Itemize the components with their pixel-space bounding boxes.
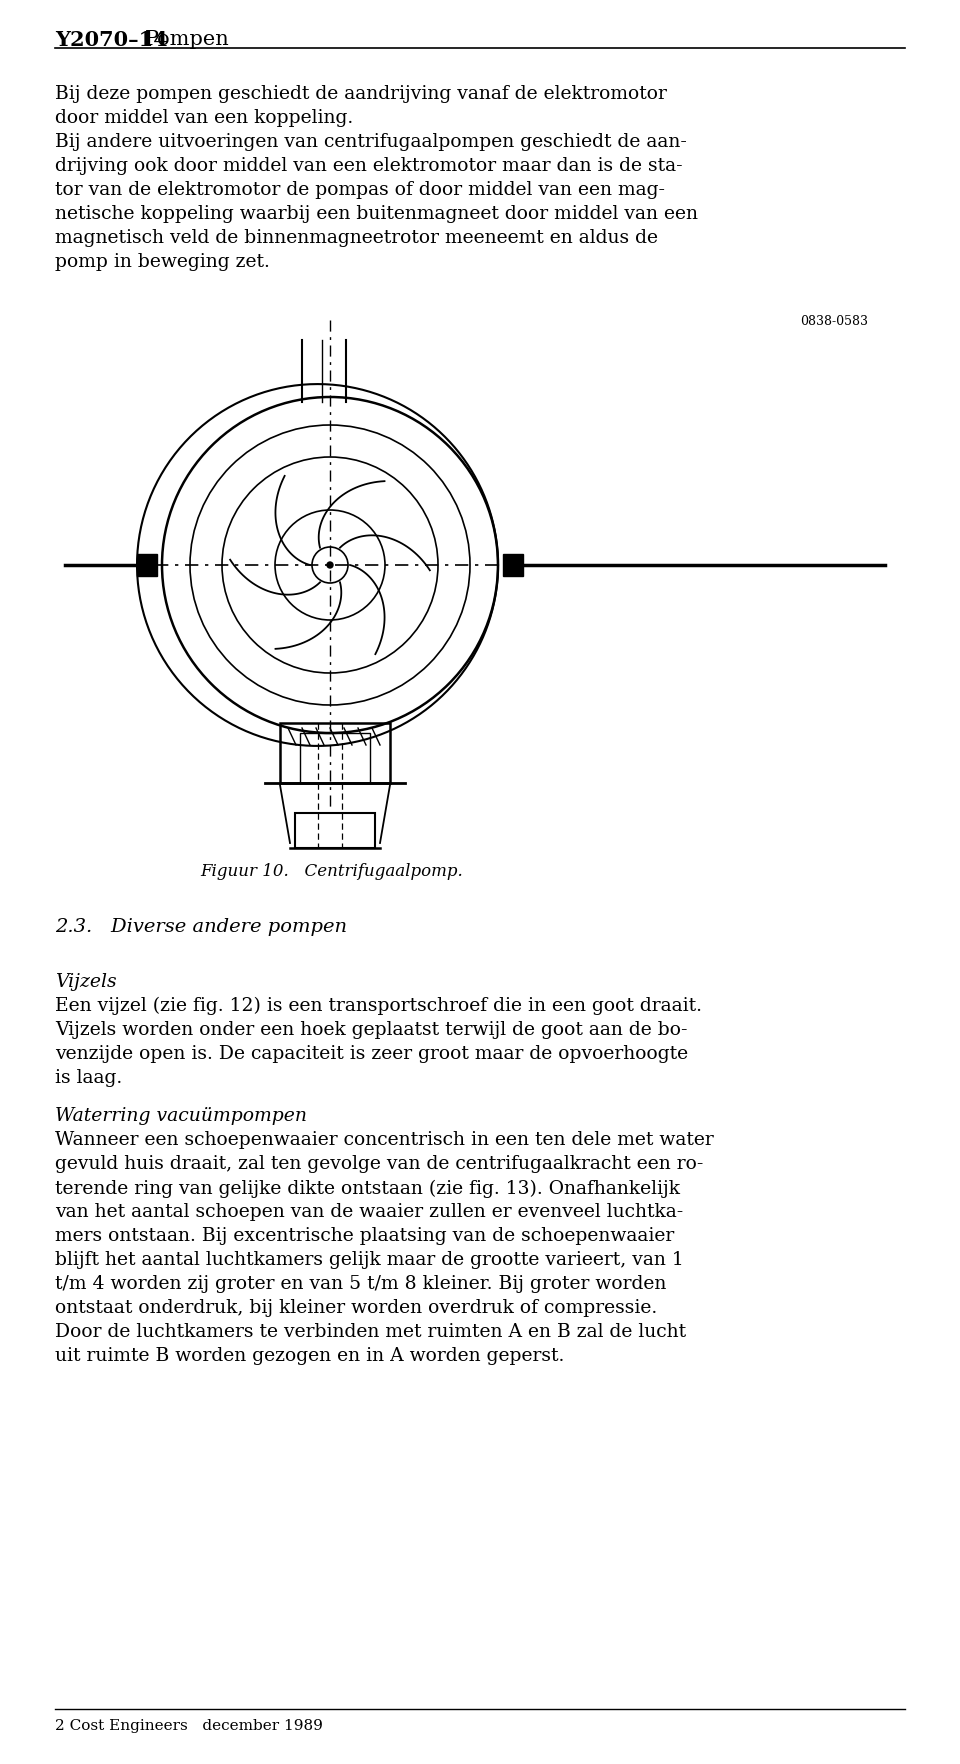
Text: is laag.: is laag. [55, 1069, 122, 1087]
Bar [295, 813, 375, 848]
Text: pomp in beweging zet.: pomp in beweging zet. [55, 252, 270, 272]
Text: terende ring van gelijke dikte ontstaan (zie fig. 13). Onafhankelijk: terende ring van gelijke dikte ontstaan … [55, 1180, 680, 1198]
Text: Door de luchtkamers te verbinden met ruimten A en B zal de lucht: Door de luchtkamers te verbinden met rui… [55, 1323, 686, 1341]
Text: Waterring vacuümpompen: Waterring vacuümpompen [55, 1108, 307, 1125]
Text: Vijzels worden onder een hoek geplaatst terwijl de goot aan de bo-: Vijzels worden onder een hoek geplaatst … [55, 1021, 687, 1039]
Text: 2.3.   Diverse andere pompen: 2.3. Diverse andere pompen [55, 917, 347, 937]
Text: Bij andere uitvoeringen van centrifugaalpompen geschiedt de aan-: Bij andere uitvoeringen van centrifugaal… [55, 132, 686, 152]
Bar [137, 554, 157, 577]
Text: blijft het aantal luchtkamers gelijk maar de grootte varieert, van 1: blijft het aantal luchtkamers gelijk maa… [55, 1251, 684, 1270]
Text: magnetisch veld de binnenmagneetrotor meeneemt en aldus de: magnetisch veld de binnenmagneetrotor me… [55, 229, 658, 247]
Text: Y2070–14: Y2070–14 [55, 30, 168, 49]
Text: drijving ook door middel van een elektromotor maar dan is de sta-: drijving ook door middel van een elektro… [55, 157, 683, 175]
Text: tor van de elektromotor de pompas of door middel van een mag-: tor van de elektromotor de pompas of doo… [55, 182, 665, 199]
Ellipse shape [327, 563, 333, 568]
Text: t/m 4 worden zij groter en van 5 t/m 8 kleiner. Bij groter worden: t/m 4 worden zij groter en van 5 t/m 8 k… [55, 1275, 666, 1293]
Bar [280, 723, 390, 783]
Text: venzijde open is. De capaciteit is zeer groot maar de opvoerhoogte: venzijde open is. De capaciteit is zeer … [55, 1044, 688, 1064]
Bar [300, 734, 370, 783]
Text: Een vijzel (zie fig. 12) is een transportschroef die in een goot draait.: Een vijzel (zie fig. 12) is een transpor… [55, 997, 702, 1016]
Bar [503, 554, 523, 577]
Text: van het aantal schoepen van de waaier zullen er evenveel luchtka-: van het aantal schoepen van de waaier zu… [55, 1203, 684, 1221]
Text: Wanneer een schoepenwaaier concentrisch in een ten dele met water: Wanneer een schoepenwaaier concentrisch … [55, 1131, 713, 1150]
Text: uit ruimte B worden gezogen en in A worden geperst.: uit ruimte B worden gezogen en in A word… [55, 1348, 564, 1365]
Text: Figuur 10.   Centrifugaalpomp.: Figuur 10. Centrifugaalpomp. [200, 863, 463, 880]
Text: 0838-0583: 0838-0583 [800, 316, 868, 328]
Text: mers ontstaan. Bij excentrische plaatsing van de schoepenwaaier: mers ontstaan. Bij excentrische plaatsin… [55, 1228, 674, 1245]
Text: gevuld huis draait, zal ten gevolge van de centrifugaalkracht een ro-: gevuld huis draait, zal ten gevolge van … [55, 1155, 704, 1173]
Text: door middel van een koppeling.: door middel van een koppeling. [55, 109, 353, 127]
Text: Bij deze pompen geschiedt de aandrijving vanaf de elektromotor: Bij deze pompen geschiedt de aandrijving… [55, 85, 667, 102]
Text: netische koppeling waarbij een buitenmagneet door middel van een: netische koppeling waarbij een buitenmag… [55, 205, 698, 222]
Text: Vijzels: Vijzels [55, 974, 116, 991]
Text: 2 Cost Engineers   december 1989: 2 Cost Engineers december 1989 [55, 1718, 323, 1732]
Text: ontstaat onderdruk, bij kleiner worden overdruk of compressie.: ontstaat onderdruk, bij kleiner worden o… [55, 1300, 658, 1318]
Text: Pompen: Pompen [145, 30, 229, 49]
